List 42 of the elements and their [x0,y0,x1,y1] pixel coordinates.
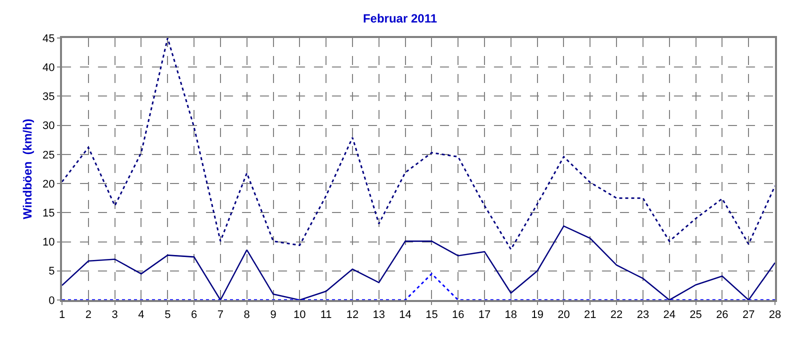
x-tick-label: 19 [531,309,544,322]
x-tick-label: 4 [138,309,144,322]
y-tick-label: 25 [42,149,55,162]
x-tick-label: 25 [690,309,702,322]
y-tick-label: 30 [42,120,55,132]
y-tick-label: 0 [48,294,55,307]
x-tick-label: 21 [584,309,596,322]
x-tick-label: 17 [478,309,491,322]
x-tick-label: 14 [399,309,412,322]
x-tick-label: 23 [636,309,650,322]
y-tick-label: 5 [48,266,55,278]
y-tick-label: 40 [42,62,55,74]
line-series [62,38,775,250]
x-tick-label: 6 [190,309,198,322]
x-tick-label: 10 [294,309,306,322]
x-tick-label: 24 [663,309,676,322]
x-tick-label: 12 [346,309,359,322]
line-series [62,225,775,300]
x-tick-label: 26 [716,309,728,322]
y-tick-label: 20 [42,178,55,190]
x-tick-label: 8 [244,309,250,322]
x-tick-label: 11 [320,309,332,322]
x-tick-label: 9 [270,309,276,322]
x-tick-label: 13 [372,309,386,322]
x-tick-label: 7 [217,309,224,322]
x-tick-label: 1 [58,309,66,322]
y-tick-label: 10 [42,236,55,249]
chart-title: Februar 2011 [362,11,438,26]
x-tick-label: 2 [85,309,92,322]
x-tick-label: 5 [164,309,171,322]
x-tick-label: 16 [452,309,464,322]
y-axis-title: Windböen (km/h) [20,118,34,220]
y-tick-label: 45 [42,32,55,45]
y-tick-label: 15 [42,208,55,220]
x-tick-label: 15 [426,309,438,322]
x-tick-label: 18 [504,309,518,322]
x-tick-label: 27 [742,309,755,322]
x-tick-label: 20 [558,309,570,322]
y-tick-label: 35 [42,91,55,104]
x-tick-label: 3 [112,309,118,322]
x-tick-label: 28 [768,309,782,322]
x-tick-label: 22 [610,309,623,322]
